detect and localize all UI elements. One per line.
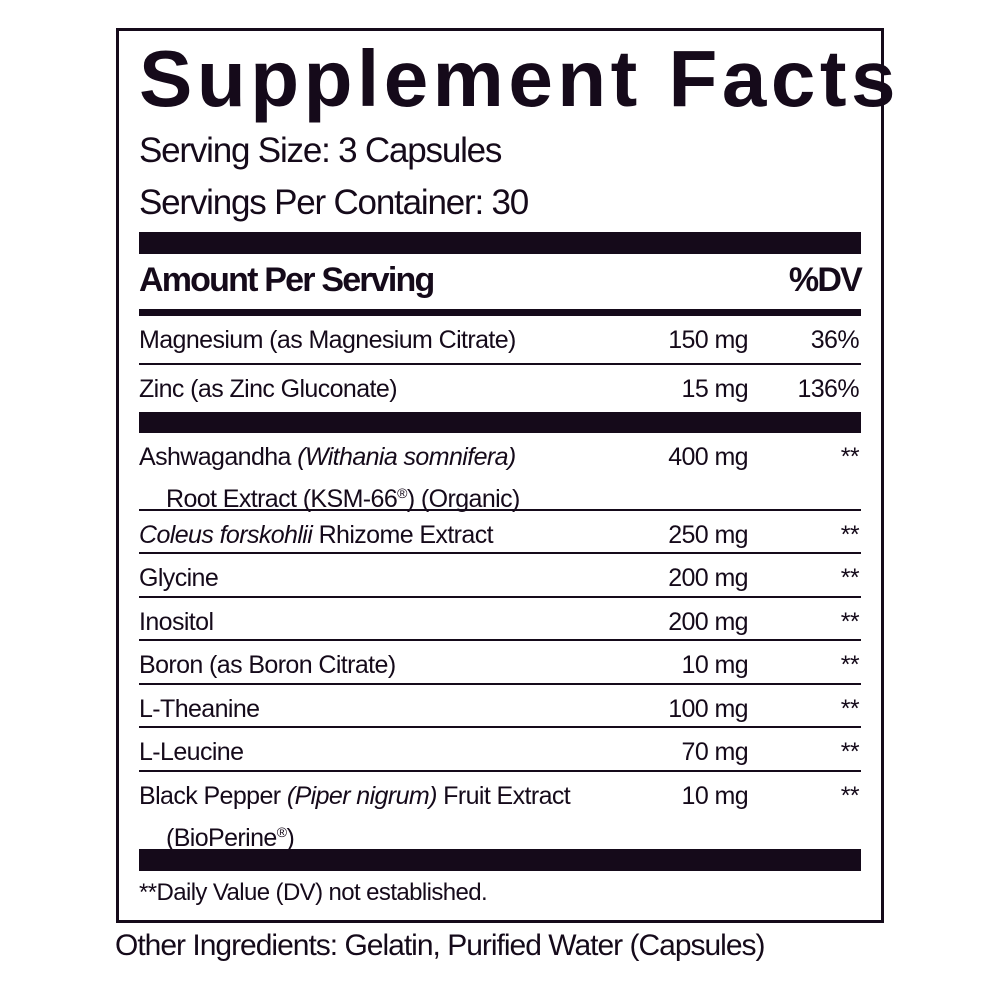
nutrient-amount: 100 mg (668, 695, 748, 723)
nutrient-amount: 10 mg (681, 651, 749, 679)
thick-divider (139, 232, 861, 254)
column-header: Amount Per Serving %DV (139, 260, 863, 300)
medium-divider (139, 309, 861, 316)
nutrient-dv: ** (840, 782, 860, 810)
nutrient-name: Coleus forskohlii Rhizome Extract (139, 521, 494, 549)
servings-per-container: Servings Per Container: 30 (139, 183, 529, 222)
nutrient-name: Black Pepper (Piper nigrum) Fruit Extrac… (139, 782, 571, 852)
nutrient-dv: 36% (810, 326, 860, 354)
nutrient-name: Magnesium (as Magnesium Citrate) (139, 326, 516, 354)
nutrient-name: Boron (as Boron Citrate) (139, 651, 396, 679)
nutrient-row: Glycine 200 mg ** (139, 554, 861, 598)
nutrient-row: Inositol 200 mg ** (139, 598, 861, 641)
nutrient-amount: 70 mg (681, 738, 749, 766)
nutrient-amount: 15 mg (681, 375, 749, 403)
nutrient-amount: 400 mg (668, 443, 748, 471)
nutrient-row: Zinc (as Zinc Gluconate) 15 mg 136% (139, 365, 861, 412)
nutrient-amount: 10 mg (681, 782, 749, 810)
nutrient-row: Ashwagandha (Withania somnifera) Root Ext… (139, 433, 861, 513)
supplement-facts-panel: Supplement Facts Serving Size: 3 Capsule… (116, 28, 901, 923)
nutrient-amount: 200 mg (668, 564, 748, 592)
nutrient-name: Ashwagandha (Withania somnifera) Root Ext… (139, 443, 520, 513)
amount-per-serving-label: Amount Per Serving (139, 261, 435, 299)
nutrient-dv: ** (840, 443, 860, 471)
nutrient-row: Boron (as Boron Citrate) 10 mg ** (139, 641, 861, 685)
nutrient-name: Inositol (139, 608, 214, 636)
nutrient-dv: ** (840, 521, 860, 549)
nutrient-dv: ** (840, 695, 860, 723)
nutrient-dv: ** (840, 608, 860, 636)
panel-title: Supplement Facts (139, 34, 901, 123)
nutrient-dv: ** (840, 738, 860, 766)
nutrient-dv: ** (840, 564, 860, 592)
nutrient-dv: ** (840, 651, 860, 679)
dv-header: %DV (788, 261, 863, 299)
nutrient-row: Coleus forskohlii Rhizome Extract 250 mg… (139, 511, 861, 554)
thick-divider (139, 412, 861, 433)
footnote: **Daily Value (DV) not established. (139, 879, 488, 906)
serving-size: Serving Size: 3 Capsules (139, 131, 502, 170)
nutrient-row: L-Leucine 70 mg ** (139, 728, 861, 772)
nutrient-amount: 200 mg (668, 608, 748, 636)
nutrient-amount: 150 mg (668, 326, 748, 354)
nutrient-row: Magnesium (as Magnesium Citrate) 150 mg … (139, 316, 861, 365)
nutrient-amount: 250 mg (668, 521, 748, 549)
nutrient-dv: 136% (797, 375, 859, 403)
thick-divider (139, 849, 861, 871)
nutrient-name: Glycine (139, 564, 219, 592)
nutrient-row: L-Theanine 100 mg ** (139, 685, 861, 728)
other-ingredients: Other Ingredients: Gelatin, Purified Wat… (115, 929, 766, 962)
nutrient-name: L-Theanine (139, 695, 260, 723)
nutrient-name: Zinc (as Zinc Gluconate) (139, 375, 398, 403)
nutrient-row: Black Pepper (Piper nigrum) Fruit Extrac… (139, 772, 861, 852)
nutrient-name: L-Leucine (139, 738, 244, 766)
